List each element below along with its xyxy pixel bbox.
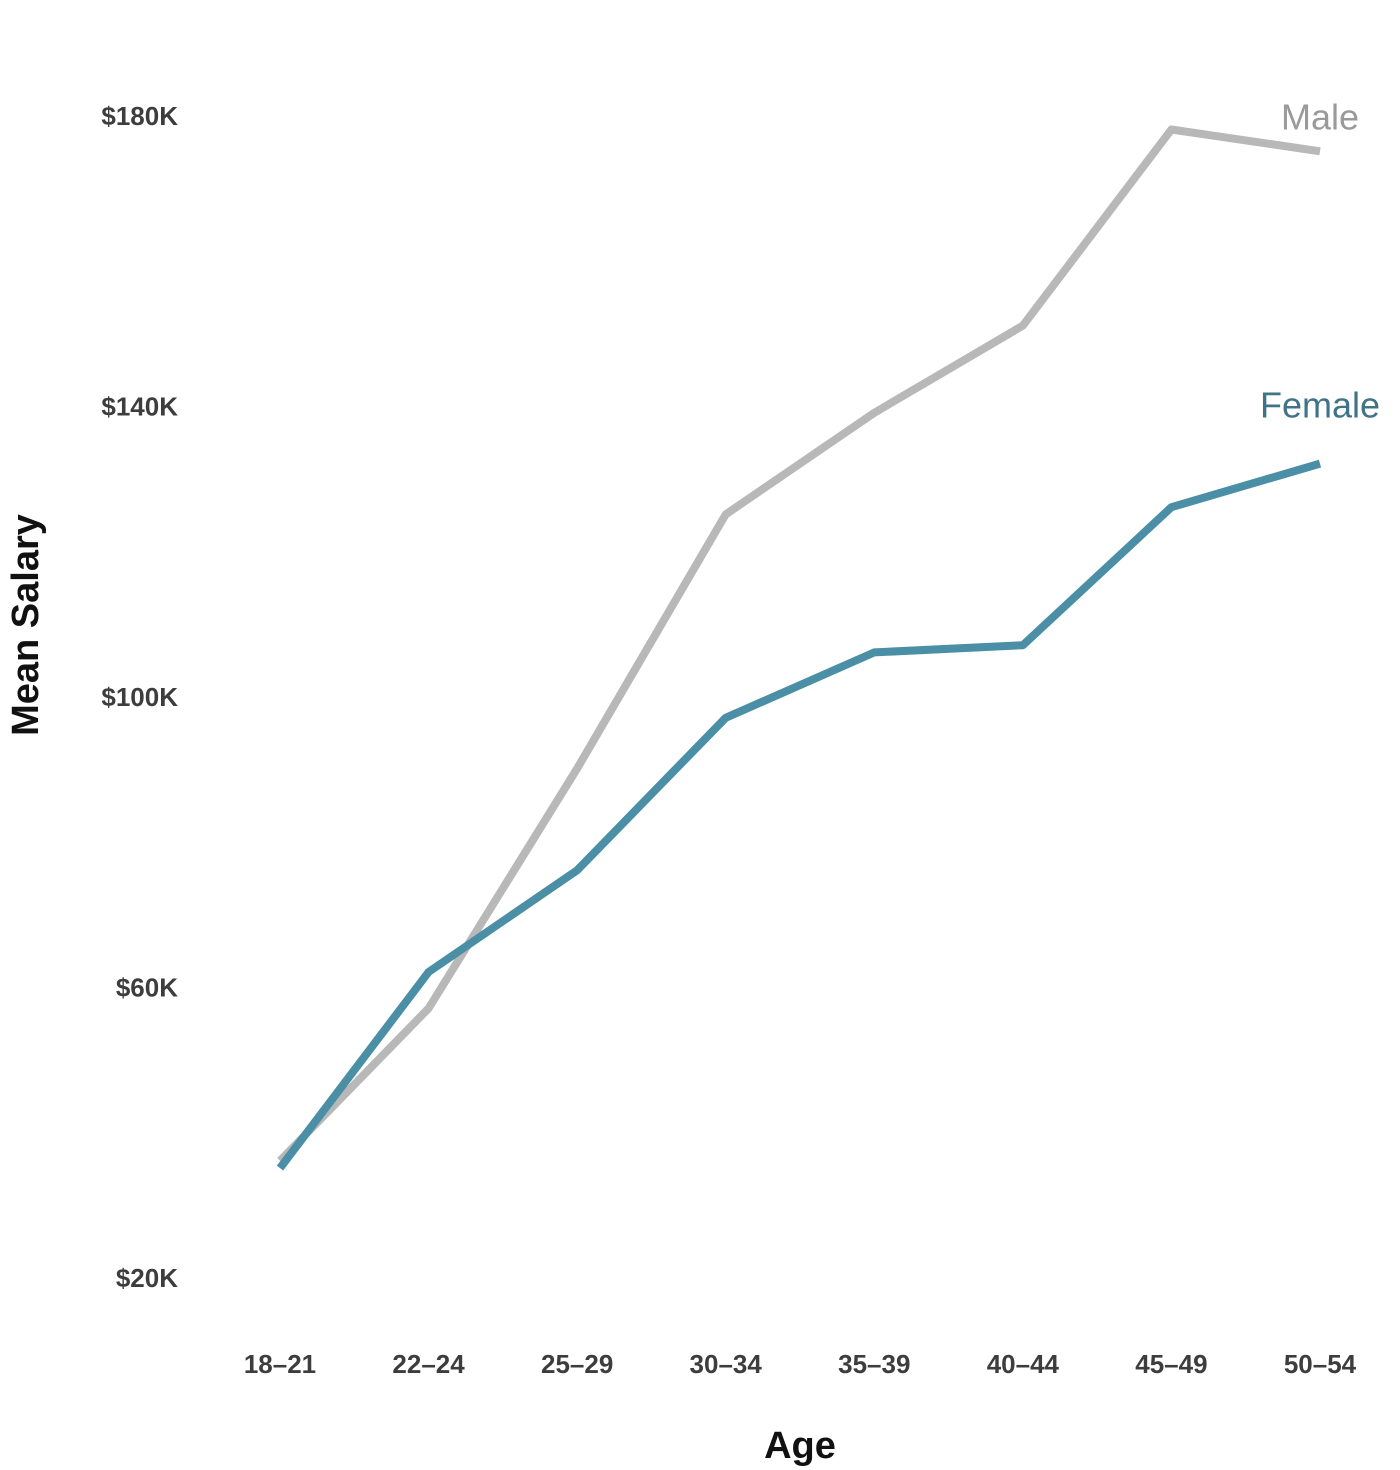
x-tick-label: 45–49: [1135, 1349, 1207, 1379]
x-tick-label: 25–29: [541, 1349, 613, 1379]
y-tick-label: $140K: [101, 392, 178, 422]
series-label-female: Female: [1260, 385, 1380, 426]
x-tick-label: 22–24: [392, 1349, 465, 1379]
y-tick-label: $60K: [116, 973, 178, 1003]
y-tick-label: $20K: [116, 1263, 178, 1293]
series-line-male: [277, 125, 1321, 1164]
x-tick-label: 40–44: [987, 1349, 1060, 1379]
x-tick-label: 30–34: [690, 1349, 763, 1379]
y-tick-label: $100K: [101, 682, 178, 712]
y-tick-label: $180K: [101, 101, 178, 131]
series-lines: [276, 125, 1322, 1171]
x-tick-label: 50–54: [1284, 1349, 1357, 1379]
x-tick-label: 35–39: [838, 1349, 910, 1379]
series-line-female: [276, 459, 1322, 1171]
x-tick-label: 18–21: [244, 1349, 316, 1379]
y-axis-title: Mean Salary: [5, 514, 47, 736]
x-axis-ticks: 18–21 22–24 25–29 30–34 35–39 40–44 45–49 50–54: [244, 1349, 1357, 1379]
series-label-male: Male: [1281, 96, 1359, 137]
y-axis-ticks: $20K $60K $100K $140K $180K: [101, 101, 178, 1293]
x-axis-title: Age: [764, 1425, 836, 1467]
series-labels: Male Female: [1260, 96, 1380, 425]
